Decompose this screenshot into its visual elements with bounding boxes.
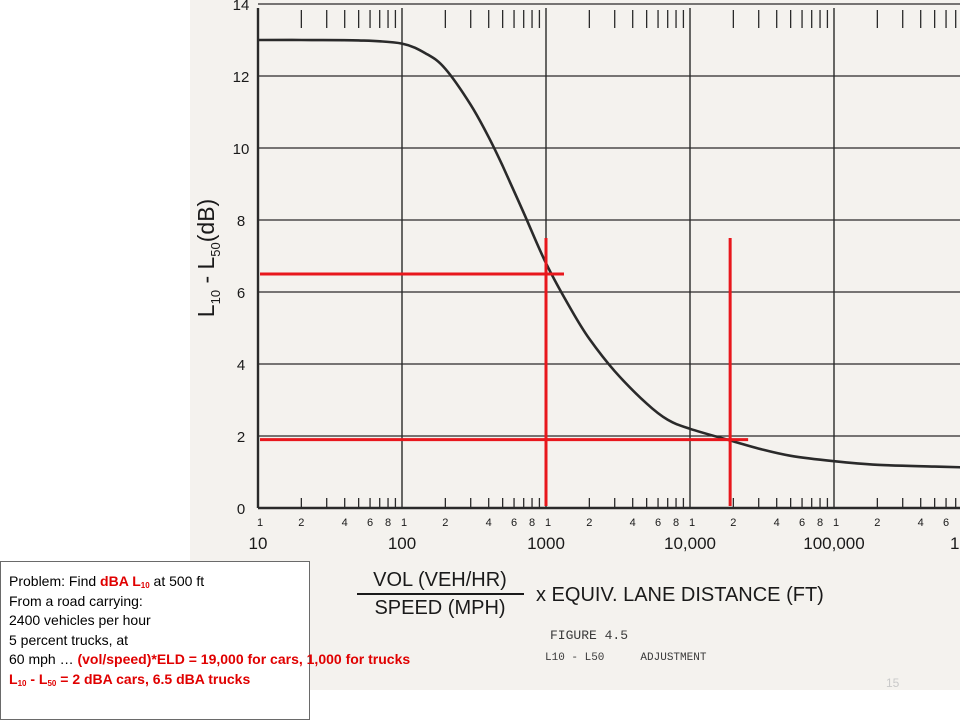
x-minor-tick-label: 2 [874, 517, 880, 529]
x-minor-tick-label: 8 [673, 517, 679, 529]
problem-answer-line: L10 - L50 = 2 dBA cars, 6.5 dBA trucks [9, 670, 251, 688]
problem-line-5: 60 mph … (vol/speed)*ELD = 19,000 for ca… [9, 651, 411, 668]
y-tick-labels: 0 2 4 6 8 10 12 14 [233, 0, 250, 518]
x-major-tick-label: 10 [249, 534, 268, 553]
x-major-tick-labels: 10 100 1000 10,000 100,000 1,00 [249, 534, 960, 553]
chart-grid [256, 3, 960, 510]
chart-curve-layer [257, 38, 960, 469]
y-tick-label: 4 [237, 357, 245, 374]
x-minor-tick-label: 6 [655, 517, 661, 529]
problem-line-3: 2400 vehicles per hour [9, 612, 151, 629]
x-minor-tick-labels: 12468124681246812468124681246 [257, 517, 949, 529]
x-minor-tick-label: 4 [774, 517, 780, 529]
x-major-tick-label: 10,000 [664, 534, 716, 553]
x-minor-tick-label: 1 [401, 517, 407, 529]
x-axis-title-numerator: VOL (VEH/HR) [373, 569, 507, 591]
x-minor-tick-label: 6 [799, 517, 805, 529]
y-tick-label: 14 [233, 0, 250, 14]
x-minor-tick-label: 8 [817, 517, 823, 529]
x-minor-tick-label: 8 [529, 517, 535, 529]
x-minor-tick-label: 1 [545, 517, 551, 529]
x-minor-tick-label: 2 [586, 517, 592, 529]
x-minor-tick-label: 8 [385, 517, 391, 529]
y-tick-label: 0 [237, 501, 245, 518]
problem-line-2: From a road carrying: [9, 592, 143, 609]
x-major-tick-label: 1,00 [950, 534, 960, 553]
y-tick-label: 10 [233, 141, 250, 158]
x-minor-tick-label: 4 [486, 517, 492, 529]
x-minor-tick-label: 1 [257, 517, 263, 529]
l10-l50-curve [257, 38, 960, 469]
figure-corner-cutout [0, 0, 190, 190]
scanned-figure-background [190, 0, 960, 690]
problem-line-4: 5 percent trucks, at [9, 631, 129, 648]
y-tick-label: 8 [237, 213, 245, 230]
y-axis-title: L10 - L50(dB) [193, 199, 223, 317]
x-minor-tick-label: 4 [342, 517, 348, 529]
x-minor-tick-label: 4 [630, 517, 636, 529]
y-tick-label: 12 [233, 69, 250, 86]
x-minor-tick-label: 6 [367, 517, 373, 529]
x-minor-tick-label: 4 [918, 517, 924, 529]
figure-number: FIGURE 4.5 [550, 628, 629, 643]
x-minor-tick-label: 2 [298, 517, 304, 529]
slide-number: 15 [886, 676, 900, 690]
x-minor-tick-label: 6 [511, 517, 517, 529]
figure-caption: FIGURE 4.5 L10 - L50 ADJUSTMENT [545, 628, 706, 664]
x-major-tick-label: 100,000 [803, 534, 864, 553]
x-axis-title-suffix: x EQUIV. LANE DISTANCE (FT) [536, 584, 824, 606]
x-major-tick-label: 100 [388, 534, 416, 553]
chart-annotation-layer [260, 238, 749, 506]
x-axis-title-denominator: SPEED (MPH) [374, 597, 505, 619]
x-minor-tick-label: 6 [943, 517, 949, 529]
x-minor-tick-label: 2 [442, 517, 448, 529]
problem-text-box: Problem: Find dBA L10 at 500 ft From a r… [0, 561, 411, 720]
x-minor-tick-label: 1 [833, 517, 839, 529]
figure-subtitle: L10 - L50 ADJUSTMENT [545, 652, 707, 664]
x-minor-tick-label: 1 [689, 517, 695, 529]
y-tick-label: 6 [237, 285, 245, 302]
x-minor-tick-label: 2 [730, 517, 736, 529]
x-major-tick-label: 1000 [527, 534, 565, 553]
y-tick-label: 2 [237, 429, 245, 446]
problem-line-1: Problem: Find dBA L10 at 500 ft [9, 573, 205, 590]
